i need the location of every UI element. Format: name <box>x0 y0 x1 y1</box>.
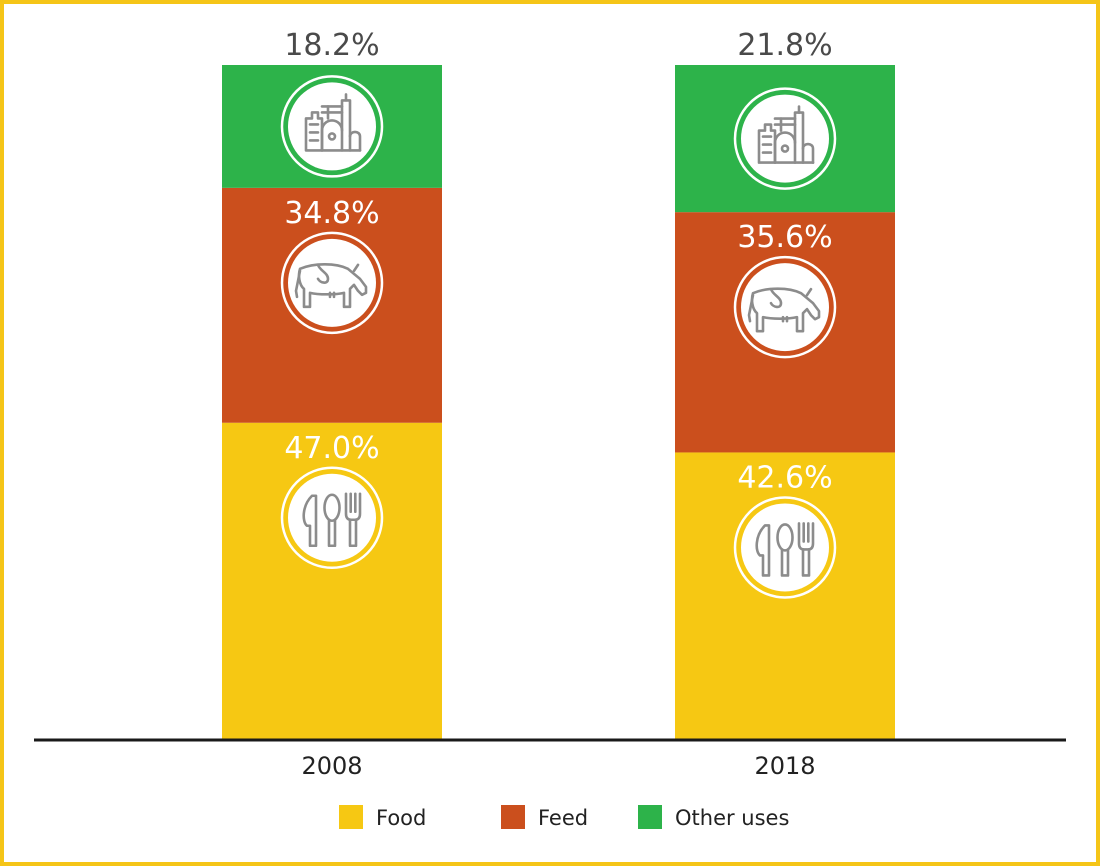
legend-swatch-other-uses <box>638 805 662 829</box>
x-tick-label-2008: 2008 <box>301 752 362 780</box>
legend-swatch-feed <box>501 805 525 829</box>
bar-2018: 42.6% 35.6% 21.8% <box>675 28 895 740</box>
cow-icon <box>280 231 384 335</box>
cutlery-icon <box>733 496 837 599</box>
value-label-food-2018: 42.6% <box>737 460 832 495</box>
cutlery-icon <box>280 466 384 569</box>
factory-icon <box>733 87 837 190</box>
x-tick-label-2018: 2018 <box>754 752 815 780</box>
legend-label-feed: Feed <box>538 806 588 830</box>
legend-label-other-uses: Other uses <box>675 806 789 830</box>
bars-layer: 47.0% 34.8% 18.2% 42.6% 35.6% 21.8% <box>222 28 895 740</box>
legend: Food Feed Other uses <box>339 805 789 830</box>
value-label-feed-2008: 34.8% <box>284 196 379 231</box>
legend-item-feed: Feed <box>501 805 588 830</box>
legend-item-food: Food <box>339 805 426 830</box>
value-label-feed-2018: 35.6% <box>737 220 832 255</box>
value-label-other-uses-2018: 21.8% <box>737 28 832 63</box>
legend-label-food: Food <box>376 806 426 830</box>
legend-item-other-uses: Other uses <box>638 805 789 830</box>
value-label-food-2008: 47.0% <box>284 431 379 466</box>
value-label-other-uses-2008: 18.2% <box>284 28 379 63</box>
stacked-bar-chart: 47.0%34.8%18.2%42.6%35.6%21.8% 2008 2018 … <box>34 28 1066 830</box>
cow-icon <box>733 255 837 359</box>
factory-icon <box>280 75 384 178</box>
legend-swatch-food <box>339 805 363 829</box>
category-labels: 2008 2018 <box>301 752 815 780</box>
bar-2008: 47.0% 34.8% 18.2% <box>222 28 442 740</box>
bar-segment-food-2008 <box>222 422 442 740</box>
